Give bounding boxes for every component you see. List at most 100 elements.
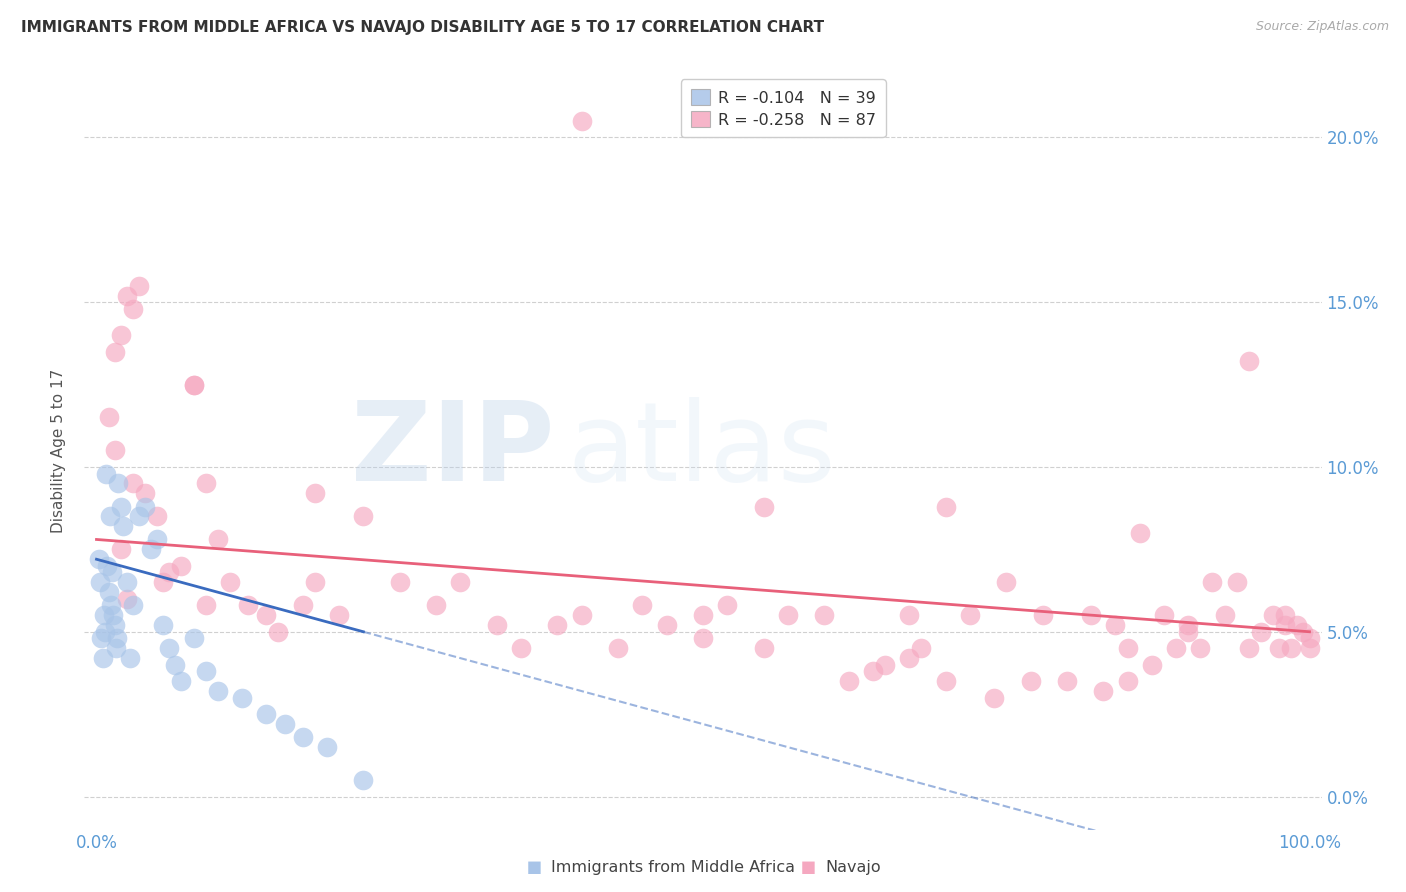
Point — [1177, 624, 1199, 639]
Point — [152, 618, 174, 632]
Point — [304, 575, 326, 590]
Point — [485, 618, 508, 632]
Point — [112, 519, 135, 533]
Point — [1092, 684, 1115, 698]
Text: ▪: ▪ — [800, 855, 817, 879]
Point — [183, 377, 205, 392]
Point — [752, 500, 775, 514]
Text: Immigrants from Middle Africa: Immigrants from Middle Africa — [551, 860, 796, 874]
Point — [128, 509, 150, 524]
Point — [267, 624, 290, 639]
Point — [316, 740, 339, 755]
Point — [146, 533, 169, 547]
Text: ZIP: ZIP — [352, 397, 554, 504]
Point — [291, 599, 314, 613]
Point — [115, 591, 138, 606]
Point — [110, 500, 132, 514]
Point — [935, 500, 957, 514]
Point — [98, 509, 121, 524]
Point — [157, 566, 180, 580]
Point — [752, 641, 775, 656]
Point — [1177, 618, 1199, 632]
Point — [94, 624, 117, 639]
Point — [1213, 608, 1236, 623]
Point — [254, 608, 277, 623]
Point — [1116, 674, 1139, 689]
Point — [1080, 608, 1102, 623]
Point — [1164, 641, 1187, 656]
Point — [655, 618, 678, 632]
Point — [692, 608, 714, 623]
Point — [207, 533, 229, 547]
Point — [571, 608, 593, 623]
Point — [995, 575, 1018, 590]
Point — [1292, 624, 1315, 639]
Point — [96, 467, 118, 481]
Point — [105, 632, 128, 646]
Point — [510, 641, 533, 656]
Point — [96, 558, 118, 573]
Point — [207, 684, 229, 698]
Point — [1279, 641, 1302, 656]
Point — [122, 599, 145, 613]
Point — [862, 665, 884, 679]
Point — [716, 599, 738, 613]
Point — [304, 486, 326, 500]
Point — [1104, 618, 1126, 632]
Point — [898, 651, 921, 665]
Point — [115, 575, 138, 590]
Point — [122, 301, 145, 316]
Text: ▪: ▪ — [526, 855, 543, 879]
Point — [1268, 641, 1291, 656]
Point — [134, 500, 156, 514]
Point — [101, 566, 124, 580]
Point — [87, 552, 110, 566]
Point — [1019, 674, 1042, 689]
Point — [100, 599, 122, 613]
Point — [115, 288, 138, 302]
Point — [91, 651, 114, 665]
Point — [1189, 641, 1212, 656]
Point — [1153, 608, 1175, 623]
Point — [146, 509, 169, 524]
Point — [104, 344, 127, 359]
Point — [546, 618, 568, 632]
Point — [1286, 618, 1309, 632]
Point — [194, 476, 217, 491]
Text: IMMIGRANTS FROM MIDDLE AFRICA VS NAVAJO DISABILITY AGE 5 TO 17 CORRELATION CHART: IMMIGRANTS FROM MIDDLE AFRICA VS NAVAJO … — [21, 20, 824, 35]
Point — [1140, 657, 1163, 672]
Point — [107, 476, 129, 491]
Point — [93, 608, 115, 623]
Point — [1116, 641, 1139, 656]
Point — [1237, 641, 1260, 656]
Point — [352, 773, 374, 788]
Text: atlas: atlas — [567, 397, 835, 504]
Text: Navajo: Navajo — [825, 860, 882, 874]
Point — [1261, 608, 1284, 623]
Point — [104, 618, 127, 632]
Point — [254, 707, 277, 722]
Point — [157, 641, 180, 656]
Point — [959, 608, 981, 623]
Point — [1298, 641, 1320, 656]
Point — [898, 608, 921, 623]
Point — [910, 641, 932, 656]
Point — [134, 486, 156, 500]
Point — [388, 575, 411, 590]
Point — [110, 328, 132, 343]
Point — [1032, 608, 1054, 623]
Point — [352, 509, 374, 524]
Point — [236, 599, 259, 613]
Point — [165, 657, 187, 672]
Point — [1056, 674, 1078, 689]
Point — [152, 575, 174, 590]
Point — [692, 632, 714, 646]
Point — [273, 717, 295, 731]
Point — [110, 542, 132, 557]
Point — [122, 476, 145, 491]
Point — [607, 641, 630, 656]
Point — [1274, 618, 1296, 632]
Point — [291, 731, 314, 745]
Point — [328, 608, 350, 623]
Point — [571, 113, 593, 128]
